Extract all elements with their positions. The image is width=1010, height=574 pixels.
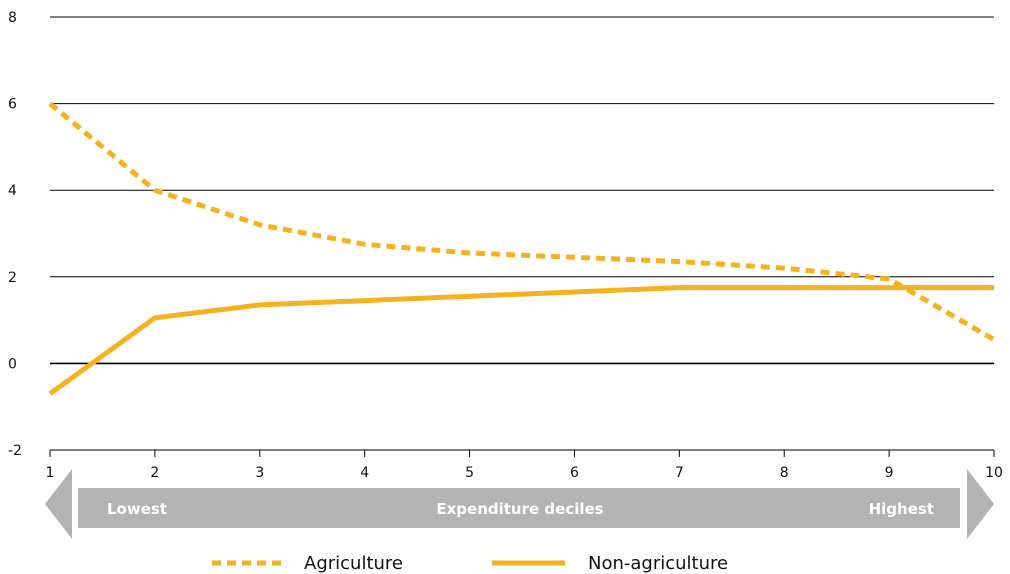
x-tick-label-6: 7 bbox=[675, 465, 684, 481]
y-tick-label-4: 6 bbox=[8, 97, 17, 113]
x-tick-label-7: 8 bbox=[780, 465, 789, 481]
x-tick-label-9: 10 bbox=[985, 465, 1003, 481]
x-tick-label-4: 5 bbox=[465, 465, 474, 481]
band-label-center: Expenditure deciles bbox=[436, 500, 603, 518]
x-axis: 1 2 3 4 5 6 7 8 9 10 bbox=[46, 449, 1003, 481]
series-layer bbox=[48, 101, 996, 396]
series-line-non-agriculture bbox=[48, 285, 994, 396]
band-left-arrow bbox=[45, 469, 72, 539]
x-tick-label-5: 6 bbox=[570, 465, 579, 481]
band-label-highest: Highest bbox=[869, 500, 934, 518]
legend: Agriculture Non-agriculture bbox=[212, 553, 728, 574]
y-tick-label-0: -2 bbox=[8, 443, 22, 459]
x-tick-label-2: 3 bbox=[255, 465, 264, 481]
x-tick-label-1: 2 bbox=[150, 465, 159, 481]
legend-label-non-agriculture: Non-agriculture bbox=[588, 553, 728, 574]
band-label-lowest: Lowest bbox=[107, 500, 167, 518]
y-tick-label-5: 8 bbox=[8, 10, 17, 26]
x-tick-label-3: 4 bbox=[360, 465, 369, 481]
band-right-arrow bbox=[967, 469, 994, 539]
y-axis: -2 0 2 4 6 8 bbox=[8, 10, 22, 459]
grid-lines bbox=[50, 16, 994, 365]
x-tick-label-8: 9 bbox=[885, 465, 894, 481]
x-tick-label-0: 1 bbox=[46, 465, 55, 481]
legend-label-agriculture: Agriculture bbox=[304, 553, 403, 574]
expenditure-band: Lowest Expenditure deciles Highest bbox=[45, 469, 994, 539]
band-bar bbox=[78, 488, 960, 528]
y-tick-label-3: 4 bbox=[8, 183, 17, 199]
y-tick-label-2: 2 bbox=[8, 270, 17, 286]
y-tick-label-1: 0 bbox=[8, 356, 17, 372]
series-line-agriculture bbox=[48, 101, 996, 342]
